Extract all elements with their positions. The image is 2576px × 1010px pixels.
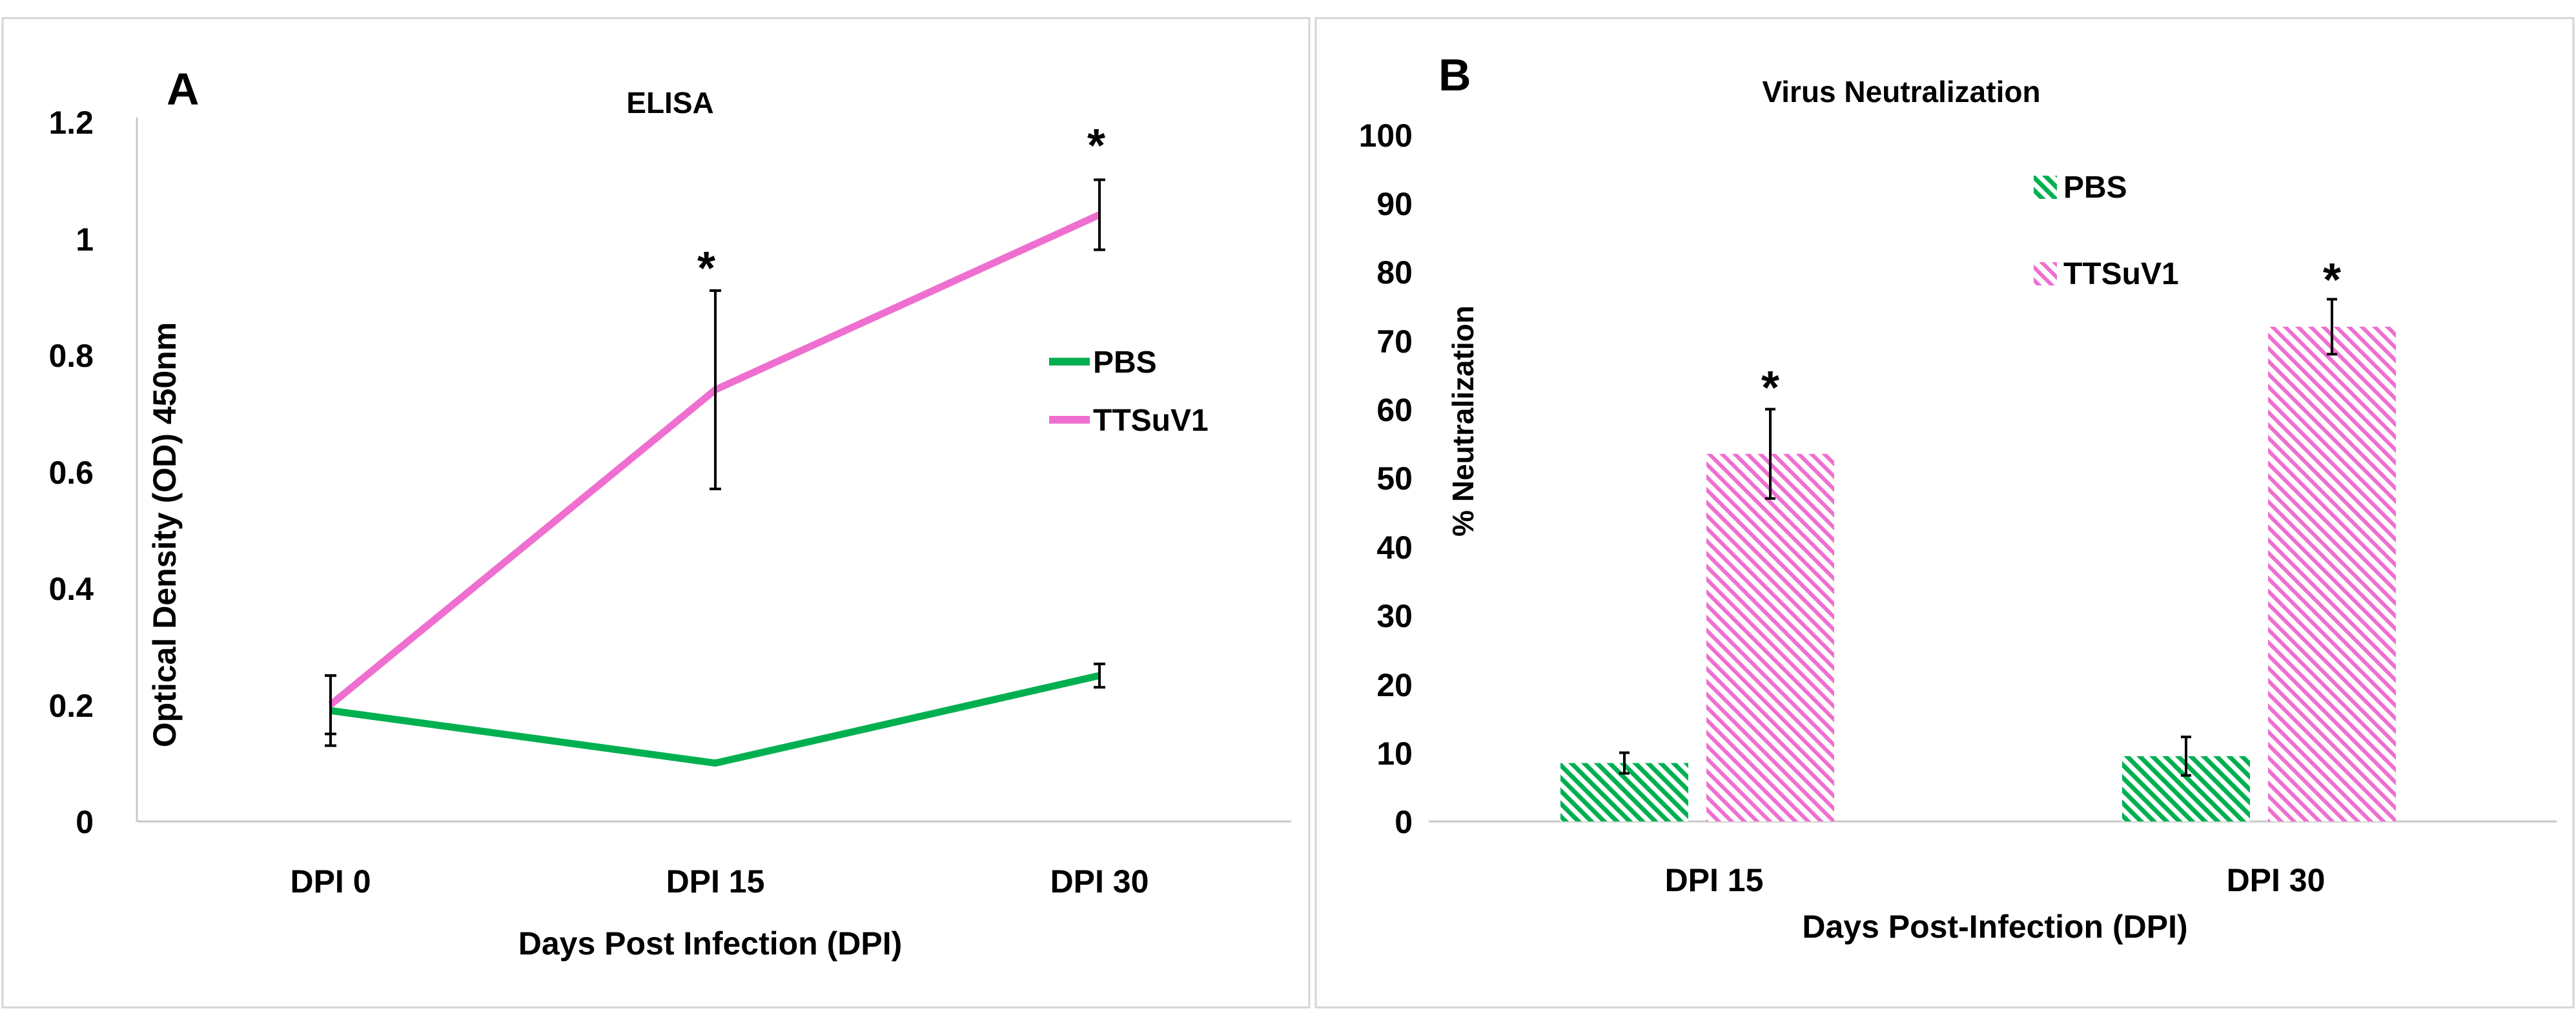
panel-b-y-tick-label: 50 — [1376, 460, 1413, 497]
panel-b-legend-swatch-ttsuv1 — [2034, 262, 2057, 285]
panel-b-bars — [1560, 326, 2396, 821]
panel-a-y-tick-label: 0.4 — [48, 571, 94, 607]
panel-a-point-pbs — [714, 761, 717, 765]
panel-b-y-tick-label: 70 — [1376, 324, 1413, 360]
panel-a-error-bars — [325, 178, 1105, 747]
panel-a-x-tick-label: DPI 0 — [290, 863, 371, 900]
panel-b-y-tick-label: 90 — [1376, 186, 1413, 222]
panel-a-y-tick-label: 1 — [76, 222, 94, 258]
panel-a-significance-star: * — [697, 243, 715, 294]
panel-a-frame — [1, 17, 1311, 1009]
panel-a-legend: PBS TTSuV1 — [1049, 345, 1209, 438]
panel-b-x-tick-label: DPI 15 — [1665, 862, 1764, 898]
panel-b-x-axis-title: Days Post-Infection (DPI) — [1802, 909, 2187, 945]
panel-b-y-tick-label: 100 — [1359, 118, 1413, 154]
panel-b-legend-label-pbs: PBS — [2063, 170, 2127, 205]
panel-b-significance-star: * — [2323, 254, 2341, 306]
panel-b-legend: PBS TTSuV1 — [2034, 170, 2179, 291]
panel-b-x-tick-label: DPI 30 — [2227, 862, 2326, 898]
panel-b-y-tick-label: 0 — [1395, 804, 1413, 840]
panel-a-y-tick-label: 0.8 — [48, 338, 94, 374]
panel-b-significance-star: * — [1761, 362, 1779, 414]
panel-b-bar-ttsuv1 — [2268, 326, 2396, 821]
panel-b-significance: * * — [1761, 254, 2341, 414]
panel-a-label: A — [167, 64, 199, 114]
panel-a-title: ELISA — [626, 86, 713, 119]
panel-a-x-axis-title: Days Post Infection (DPI) — [518, 925, 903, 962]
panel-a-y-tick-label: 0 — [76, 804, 94, 840]
panel-b-y-ticks: 0 10 20 30 40 50 60 70 80 90 100 — [1359, 118, 1413, 840]
panel-a-legend-label-pbs: PBS — [1093, 345, 1157, 380]
panel-a-y-tick-label: 0.2 — [48, 688, 94, 724]
panel-a-x-tick-label: DPI 30 — [1050, 863, 1149, 900]
panel-a-y-tick-label: 1.2 — [48, 105, 94, 141]
panel-b-y-tick-label: 20 — [1376, 667, 1413, 703]
panel-a-legend-label-ttsuv1: TTSuV1 — [1093, 404, 1209, 438]
panel-b-label: B — [1438, 50, 1471, 100]
panel-a: A ELISA Optical Density (OD) 450nm Days … — [1, 17, 1311, 1009]
panel-a-y-axis-title: Optical Density (OD) 450nm — [147, 322, 183, 748]
panel-b-bar-ttsuv1 — [1706, 453, 1834, 821]
panel-b-error-bars — [1619, 298, 2337, 777]
panel-a-y-tick-label: 0.6 — [48, 455, 94, 491]
panel-b-y-tick-label: 10 — [1376, 736, 1413, 772]
panel-b: B Virus Neutralization % Neutralization … — [1314, 17, 2575, 1009]
panel-a-significance-star: * — [1087, 120, 1105, 172]
panel-a-significance: * * — [697, 120, 1105, 294]
panel-a-x-ticks: DPI 0 DPI 15 DPI 30 — [290, 863, 1149, 900]
panel-a-x-tick-label: DPI 15 — [666, 863, 765, 900]
panel-a-y-ticks: 0 0.2 0.4 0.6 0.8 1 1.2 — [48, 105, 94, 840]
panel-b-legend-swatch-pbs — [2034, 176, 2057, 199]
panel-b-y-tick-label: 80 — [1376, 254, 1413, 291]
panel-b-y-tick-label: 40 — [1376, 530, 1413, 566]
panel-b-y-axis-title: % Neutralization — [1446, 305, 1480, 537]
panel-b-x-ticks: DPI 15 DPI 30 — [1665, 862, 2326, 898]
panel-b-legend-label-ttsuv1: TTSuV1 — [2063, 257, 2179, 291]
panel-b-title: Virus Neutralization — [1762, 75, 2040, 108]
panel-b-y-tick-label: 30 — [1376, 598, 1413, 634]
panel-b-y-tick-label: 60 — [1376, 392, 1413, 428]
